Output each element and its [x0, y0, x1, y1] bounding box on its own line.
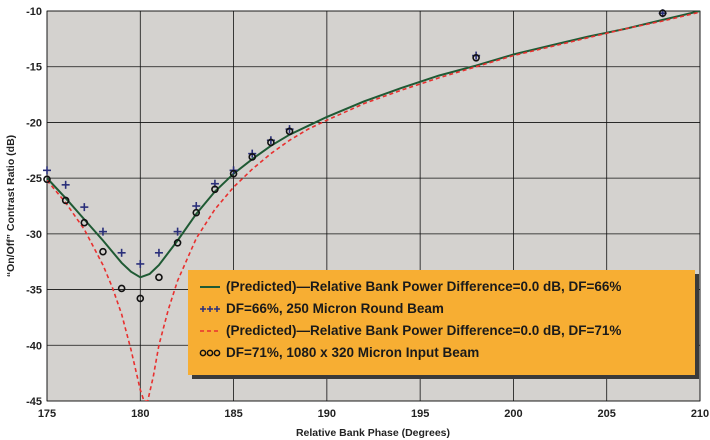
plus-marker-point: [117, 248, 126, 257]
circle-marker-point: [155, 273, 163, 282]
circle-marker-point: [267, 138, 275, 147]
y-tick-label: -30: [26, 229, 42, 241]
circle-marker-point: [229, 169, 238, 178]
circle-marker-point: [99, 247, 107, 256]
x-tick-label: 200: [504, 408, 522, 420]
circle-marker-point: [136, 294, 145, 303]
circle-marker-point: [472, 53, 480, 62]
legend-entry: DF=66%, 250 Micron Round Beam: [200, 301, 444, 316]
x-tick-label: 210: [691, 408, 709, 420]
y-tick-label: -25: [26, 173, 42, 185]
circle-marker-point: [285, 127, 294, 136]
circle-marker-point: [117, 284, 126, 293]
x-tick-label: 180: [131, 408, 149, 420]
plus-marker-point: [98, 227, 107, 236]
plot-border: [46, 10, 701, 402]
y-axis-title: “On/Off” Contrast Ratio (dB): [5, 135, 17, 277]
y-tick-label: -20: [26, 117, 42, 129]
legend-entry: (Predicted)—Relative Bank Power Differen…: [200, 279, 621, 294]
series-layer: [43, 9, 700, 401]
circle-marker-point: [211, 185, 219, 194]
legend-box: [188, 270, 695, 375]
legend-swatch-circle: [206, 349, 214, 357]
plus-marker-point: [80, 203, 89, 212]
tick-labels: 175 180 185 190 195 200 205 210 -10 -15 -20 -25 -30 -…: [26, 6, 709, 420]
legend-label: (Predicted)—Relative Bank Power Differen…: [226, 279, 621, 294]
x-tick-label: 195: [411, 408, 429, 420]
x-tick-label: 190: [318, 408, 336, 420]
circle-marker-point: [61, 196, 70, 205]
plus-marker-point: [61, 180, 70, 189]
plus-marker-point: [43, 166, 51, 175]
circle-marker-point: [658, 9, 667, 18]
legend-swatch-circle: [199, 349, 207, 357]
legend-label: DF=71%, 1080 x 320 Micron Input Beam: [226, 345, 479, 360]
legend: (Predicted)—Relative Bank Power Differen…: [188, 270, 699, 379]
x-axis-title: Relative Bank Phase (Degrees): [296, 427, 450, 439]
circle-marker-point: [173, 238, 182, 247]
y-tick-label: -35: [26, 285, 42, 297]
y-tick-label: -45: [26, 396, 42, 408]
legend-entry: (Predicted)—Relative Bank Power Differen…: [200, 323, 621, 338]
x-tick-label: 175: [38, 408, 56, 420]
circle-marker-point: [192, 208, 201, 217]
plus-marker-point: [136, 259, 145, 268]
plus-marker-point: [154, 248, 163, 257]
x-tick-label: 185: [224, 408, 242, 420]
circle-marker-point: [43, 175, 51, 184]
circle-marker-point: [248, 153, 257, 161]
y-tick-label: -40: [26, 340, 42, 352]
legend-label: (Predicted)—Relative Bank Power Differen…: [226, 323, 621, 338]
series-line-predicted-df66: [47, 11, 700, 279]
y-tick-label: -15: [26, 62, 42, 74]
legend-label: DF=66%, 250 Micron Round Beam: [226, 301, 444, 316]
y-tick-label: -10: [26, 6, 42, 18]
legend-swatch-circle: [213, 349, 221, 357]
circle-marker-point: [80, 218, 89, 227]
x-tick-label: 205: [598, 408, 616, 420]
plus-marker-point: [173, 227, 182, 236]
legend-entry: DF=71%, 1080 x 320 Micron Input Beam: [199, 345, 479, 360]
plus-marker-point: [192, 202, 201, 210]
